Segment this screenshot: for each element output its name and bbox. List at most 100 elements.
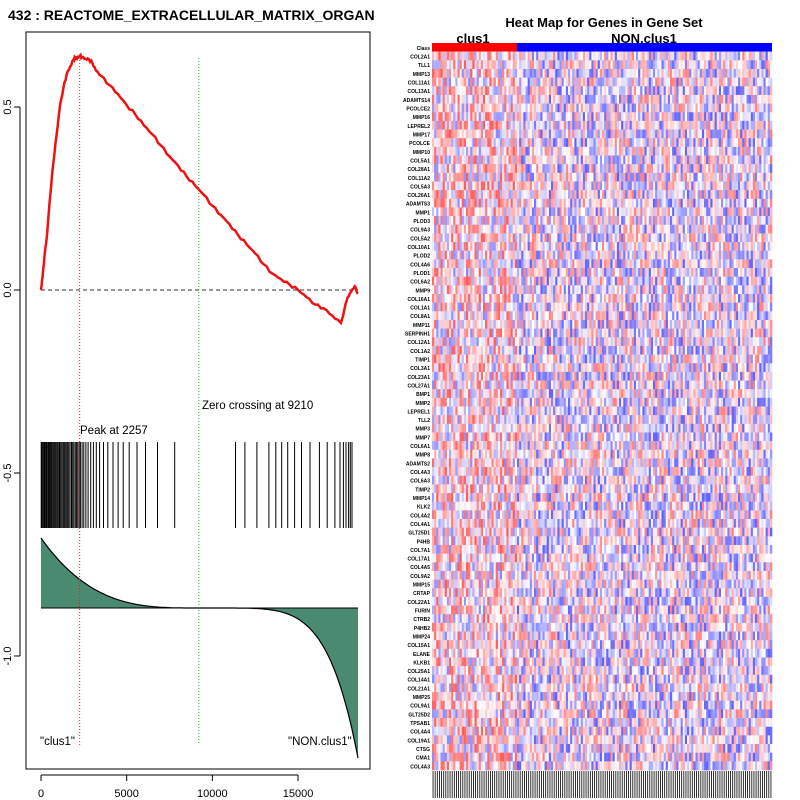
heatmap-cell (765, 68, 769, 78)
heatmap-cell (595, 51, 599, 61)
heatmap-cell (432, 68, 435, 78)
heatmap-cell (519, 233, 522, 243)
heatmap-cell (489, 250, 492, 260)
heatmap-cell (701, 155, 705, 165)
heatmap-cell (502, 259, 505, 269)
heatmap-cell (599, 103, 603, 113)
heatmap-cell (706, 94, 709, 104)
heatmap-cell (538, 138, 541, 148)
heatmap-cell (521, 94, 524, 104)
heatmap-cell (725, 216, 728, 226)
heatmap-cell (759, 94, 762, 104)
heatmap-cell (474, 129, 477, 139)
heatmap-cell (693, 146, 696, 156)
heatmap-cell (759, 112, 762, 122)
heatmap-cell (616, 242, 620, 252)
heatmap-cell (721, 224, 724, 234)
heatmap-cell (551, 94, 554, 104)
heatmap-cell (687, 233, 690, 243)
heatmap-cell (612, 216, 616, 226)
heatmap-cell (468, 285, 471, 295)
heatmap-cell (540, 268, 543, 277)
heatmap-cell (729, 242, 732, 252)
heatmap-cell (769, 302, 773, 312)
heatmap-cell (574, 311, 577, 321)
heatmap-cell (434, 112, 437, 122)
heatmap-cell (500, 216, 503, 226)
heatmap-cell (582, 129, 586, 139)
heatmap-cell (655, 268, 658, 277)
heatmap-cell (710, 190, 713, 200)
heatmap-cell (589, 293, 592, 303)
heatmap-cell (568, 77, 571, 87)
heatmap-cell (731, 224, 735, 234)
heatmap-cell (672, 276, 675, 286)
heatmap-cell (674, 146, 677, 156)
heatmap-cell (434, 68, 437, 78)
heatmap-cell (655, 138, 658, 148)
heatmap-cell (455, 276, 458, 286)
heatmap-cell (521, 120, 524, 130)
heatmap-cell (551, 86, 554, 96)
heatmap-cell (536, 293, 539, 303)
heatmap-cell (740, 259, 743, 269)
heatmap-cell (483, 259, 486, 269)
heatmap-cell (644, 224, 647, 234)
heatmap-cell (665, 216, 669, 226)
heatmap-cell (578, 77, 582, 87)
heatmap-cell (544, 216, 548, 226)
heatmap-cell (614, 293, 618, 303)
heatmap-cell (721, 250, 724, 260)
heatmap-cell (474, 77, 477, 87)
heatmap-cell (735, 250, 739, 260)
heatmap-cell (480, 103, 484, 113)
heatmap-cell (678, 268, 681, 277)
heatmap-cell (759, 129, 762, 139)
heatmap-cell (455, 112, 458, 122)
heatmap-cell (667, 293, 671, 303)
heatmap-cell (738, 216, 741, 226)
heatmap-cell (461, 311, 465, 321)
heatmap-cell (570, 94, 573, 104)
heatmap-cell (480, 259, 484, 269)
heatmap-cell (521, 276, 524, 286)
heatmap-cell (731, 293, 735, 303)
heatmap-cell (563, 259, 567, 269)
heatmap-cell (432, 86, 435, 96)
heatmap-cell (538, 60, 541, 70)
heatmap-cell (440, 224, 443, 234)
heatmap-cell (548, 259, 552, 269)
heatmap-cell (659, 155, 662, 165)
heatmap-cell (442, 164, 446, 174)
heatmap-cell (451, 233, 454, 243)
heatmap-cell (438, 120, 441, 130)
heatmap-cell (657, 155, 660, 165)
heatmap-cell (574, 164, 577, 174)
heatmap-cell (755, 285, 758, 295)
heatmap-cell (706, 250, 709, 260)
heatmap-cell (576, 216, 579, 226)
heatmap-cell (570, 233, 573, 243)
heatmap-cell (767, 146, 771, 156)
heatmap-cell (553, 51, 556, 61)
heatmap-cell (701, 112, 705, 122)
heatmap-cell (540, 302, 543, 312)
heatmap-cell (629, 207, 633, 217)
heatmap-cell (540, 216, 543, 226)
heatmap-cell (599, 207, 603, 217)
heatmap-cell (595, 60, 599, 70)
heatmap-cell (463, 86, 467, 96)
heatmap-cell (633, 285, 637, 295)
heatmap-cell (561, 268, 565, 277)
heatmap-cell (674, 181, 677, 191)
heatmap-cell (527, 207, 531, 217)
heatmap-cell (731, 302, 735, 312)
heatmap-cell (750, 112, 754, 122)
heatmap-cell (497, 181, 501, 191)
heatmap-cell (461, 268, 465, 277)
heatmap-cell (714, 120, 718, 130)
heatmap-cell (682, 120, 686, 130)
heatmap-cell (657, 77, 660, 87)
heatmap-cell (704, 285, 707, 295)
heatmap-cell (667, 276, 671, 286)
